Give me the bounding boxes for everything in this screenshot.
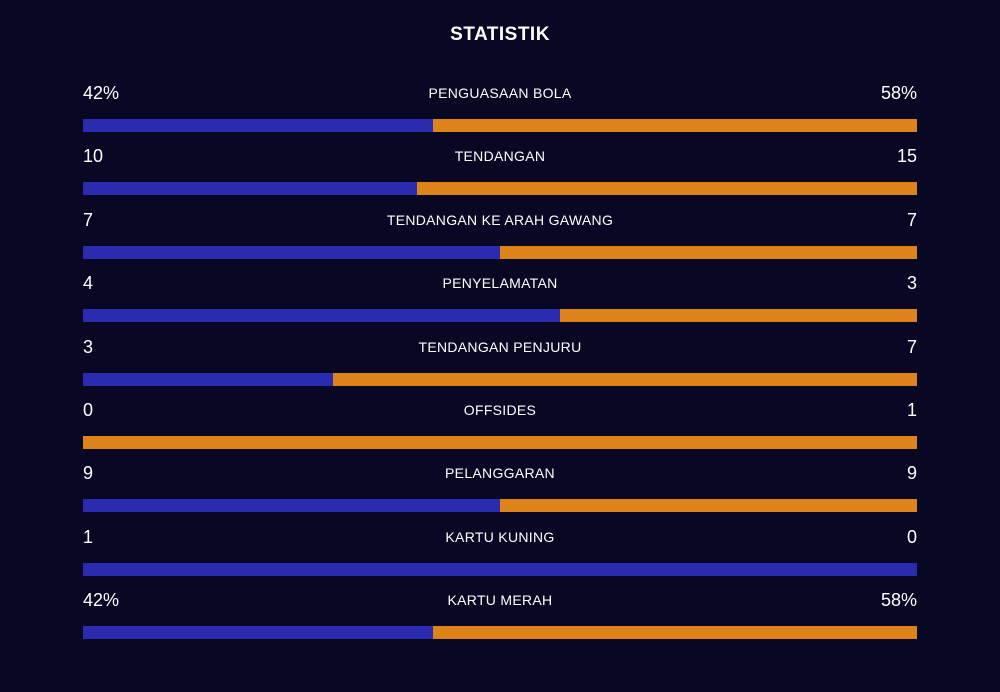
home-bar-segment <box>83 562 917 576</box>
comparison-bar <box>83 245 917 259</box>
home-value: 4 <box>83 273 94 294</box>
stat-header: 3 TENDANGAN PENJURU 7 <box>83 333 917 365</box>
home-bar-segment <box>83 372 334 386</box>
stat-label: TENDANGAN PENJURU <box>418 338 582 355</box>
away-bar-segment <box>416 182 917 196</box>
comparison-bar <box>83 435 917 449</box>
home-value: 10 <box>83 146 104 167</box>
home-value: 42% <box>83 83 120 103</box>
stat-row-kartu-kuning: 1 KARTU KUNING 0 <box>83 523 917 586</box>
home-value: 42% <box>83 590 120 611</box>
away-value: 15 <box>896 146 917 167</box>
stat-header: 10 TENDANGAN 15 <box>83 142 917 174</box>
away-value: 1 <box>906 399 917 420</box>
home-bar-segment <box>83 309 560 323</box>
stat-header: 4 PENYELAMATAN 3 <box>83 269 917 301</box>
stat-header: 9 PELANGGARAN 9 <box>83 459 917 491</box>
away-value: 9 <box>906 463 917 484</box>
home-value: 9 <box>83 463 94 484</box>
away-value: 3 <box>906 273 917 294</box>
comparison-bar <box>83 562 917 576</box>
stat-row-tendangan-penjuru: 3 TENDANGAN PENJURU 7 <box>83 333 917 396</box>
stat-label: TENDANGAN KE ARAH GAWANG <box>386 211 614 228</box>
away-bar-segment <box>83 435 917 449</box>
home-bar-segment <box>83 119 434 132</box>
away-value: 0 <box>906 526 917 547</box>
away-value: 7 <box>906 209 917 230</box>
stat-label: OFFSIDES <box>463 401 537 418</box>
comparison-bar <box>83 309 917 323</box>
comparison-bar <box>83 372 917 386</box>
away-bar-segment <box>333 372 917 386</box>
page-title: STATISTIK <box>450 24 550 45</box>
home-value: 3 <box>83 336 94 357</box>
stat-label: KARTU KUNING <box>445 528 555 545</box>
stat-label: PELANGGARAN <box>445 465 555 482</box>
stats-list: 42% PENGUASAAN BOLA 58% 10 TENDANGAN 15 … <box>83 79 917 650</box>
away-bar-segment <box>559 309 917 323</box>
stat-header: 42% PENGUASAAN BOLA 58% <box>83 79 917 111</box>
home-value: 0 <box>83 399 94 420</box>
stat-row-tendangan: 10 TENDANGAN 15 <box>83 142 917 205</box>
stat-header: 0 OFFSIDES 1 <box>83 396 917 428</box>
stat-label: PENYELAMATAN <box>442 275 558 292</box>
stat-label: TENDANGAN <box>454 148 546 165</box>
stat-label: PENGUASAAN BOLA <box>428 85 572 101</box>
stat-row-penguasaan-bola: 42% PENGUASAAN BOLA 58% <box>83 79 917 142</box>
comparison-bar <box>83 626 917 640</box>
stat-row-pelanggaran: 9 PELANGGARAN 9 <box>83 459 917 522</box>
stat-row-tendangan-ke-arah-gawang: 7 TENDANGAN KE ARAH GAWANG 7 <box>83 206 917 269</box>
stat-row-kartu-merah: 42% KARTU MERAH 58% <box>83 586 917 649</box>
away-bar-segment <box>500 499 917 513</box>
away-value: 58% <box>880 590 917 611</box>
stat-row-penyelamatan: 4 PENYELAMATAN 3 <box>83 269 917 332</box>
stat-label: KARTU MERAH <box>447 592 553 609</box>
home-bar-segment <box>83 626 434 640</box>
away-bar-segment <box>500 245 917 259</box>
home-value: 7 <box>83 209 94 230</box>
stat-header: 42% KARTU MERAH 58% <box>83 586 917 618</box>
away-bar-segment <box>433 626 917 640</box>
home-value: 1 <box>83 526 94 547</box>
comparison-bar <box>83 499 917 513</box>
stat-row-offsides: 0 OFFSIDES 1 <box>83 396 917 459</box>
away-bar-segment <box>433 119 917 132</box>
home-bar-segment <box>83 182 417 196</box>
stat-header: 7 TENDANGAN KE ARAH GAWANG 7 <box>83 206 917 238</box>
comparison-bar <box>83 119 917 132</box>
home-bar-segment <box>83 245 500 259</box>
away-value: 58% <box>880 83 917 103</box>
stat-header: 1 KARTU KUNING 0 <box>83 523 917 555</box>
home-bar-segment <box>83 499 500 513</box>
comparison-bar <box>83 182 917 196</box>
away-value: 7 <box>906 336 917 357</box>
